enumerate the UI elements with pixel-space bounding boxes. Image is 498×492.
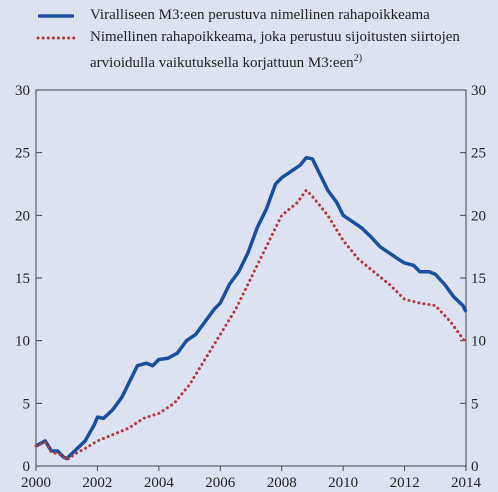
y-tick-label: 10 xyxy=(15,334,30,350)
legend-symbol xyxy=(36,4,90,26)
y2-tick-label: 10 xyxy=(471,334,486,350)
plot-frame xyxy=(35,89,467,467)
legend-entry: Viralliseen M3:een perustuva nimellinen … xyxy=(36,4,476,26)
y-tick-label: 25 xyxy=(15,146,30,162)
x-tick-label: 2004 xyxy=(144,475,175,491)
line-series xyxy=(35,155,468,461)
legend-swatch xyxy=(36,36,76,40)
x-tick-label: 2014 xyxy=(451,475,482,491)
x-tick-label: 2006 xyxy=(205,475,236,491)
legend-footnote: 2) xyxy=(353,53,363,64)
y2-tick-label: 15 xyxy=(471,271,486,287)
legend-entry: Nimellinen rahapoikkeama, joka perustuu … xyxy=(36,26,476,74)
x-tick-label: 2000 xyxy=(21,475,51,491)
legend-swatch xyxy=(38,14,74,18)
y-tick-label: 15 xyxy=(15,271,30,287)
y2-tick-label: 5 xyxy=(471,396,479,412)
y2-tick-label: 20 xyxy=(471,208,486,224)
y-tick-label: 30 xyxy=(15,83,30,99)
legend-text: Nimellinen rahapoikkeama, joka perustuu … xyxy=(90,26,476,74)
legend-label: Viralliseen M3:een perustuva nimellinen … xyxy=(90,7,430,23)
legend-symbol xyxy=(36,26,90,48)
y2-tick-label: 30 xyxy=(471,83,486,99)
legend-text: Viralliseen M3:een perustuva nimellinen … xyxy=(90,4,476,26)
y2-tick-label: 25 xyxy=(471,146,486,162)
y-tick-label: 5 xyxy=(23,396,31,412)
y2-tick-label: 0 xyxy=(471,459,479,475)
x-tick-label: 2002 xyxy=(82,475,112,491)
x-tick-label: 2012 xyxy=(390,475,420,491)
legend-label: Nimellinen rahapoikkeama, joka perustuu … xyxy=(90,29,460,71)
y-tick-label: 0 xyxy=(23,459,31,475)
x-tick-label: 2008 xyxy=(267,475,297,491)
legend: Viralliseen M3:een perustuva nimellinen … xyxy=(36,4,476,74)
x-tick-label: 2010 xyxy=(328,475,358,491)
y-tick-label: 20 xyxy=(15,208,30,224)
